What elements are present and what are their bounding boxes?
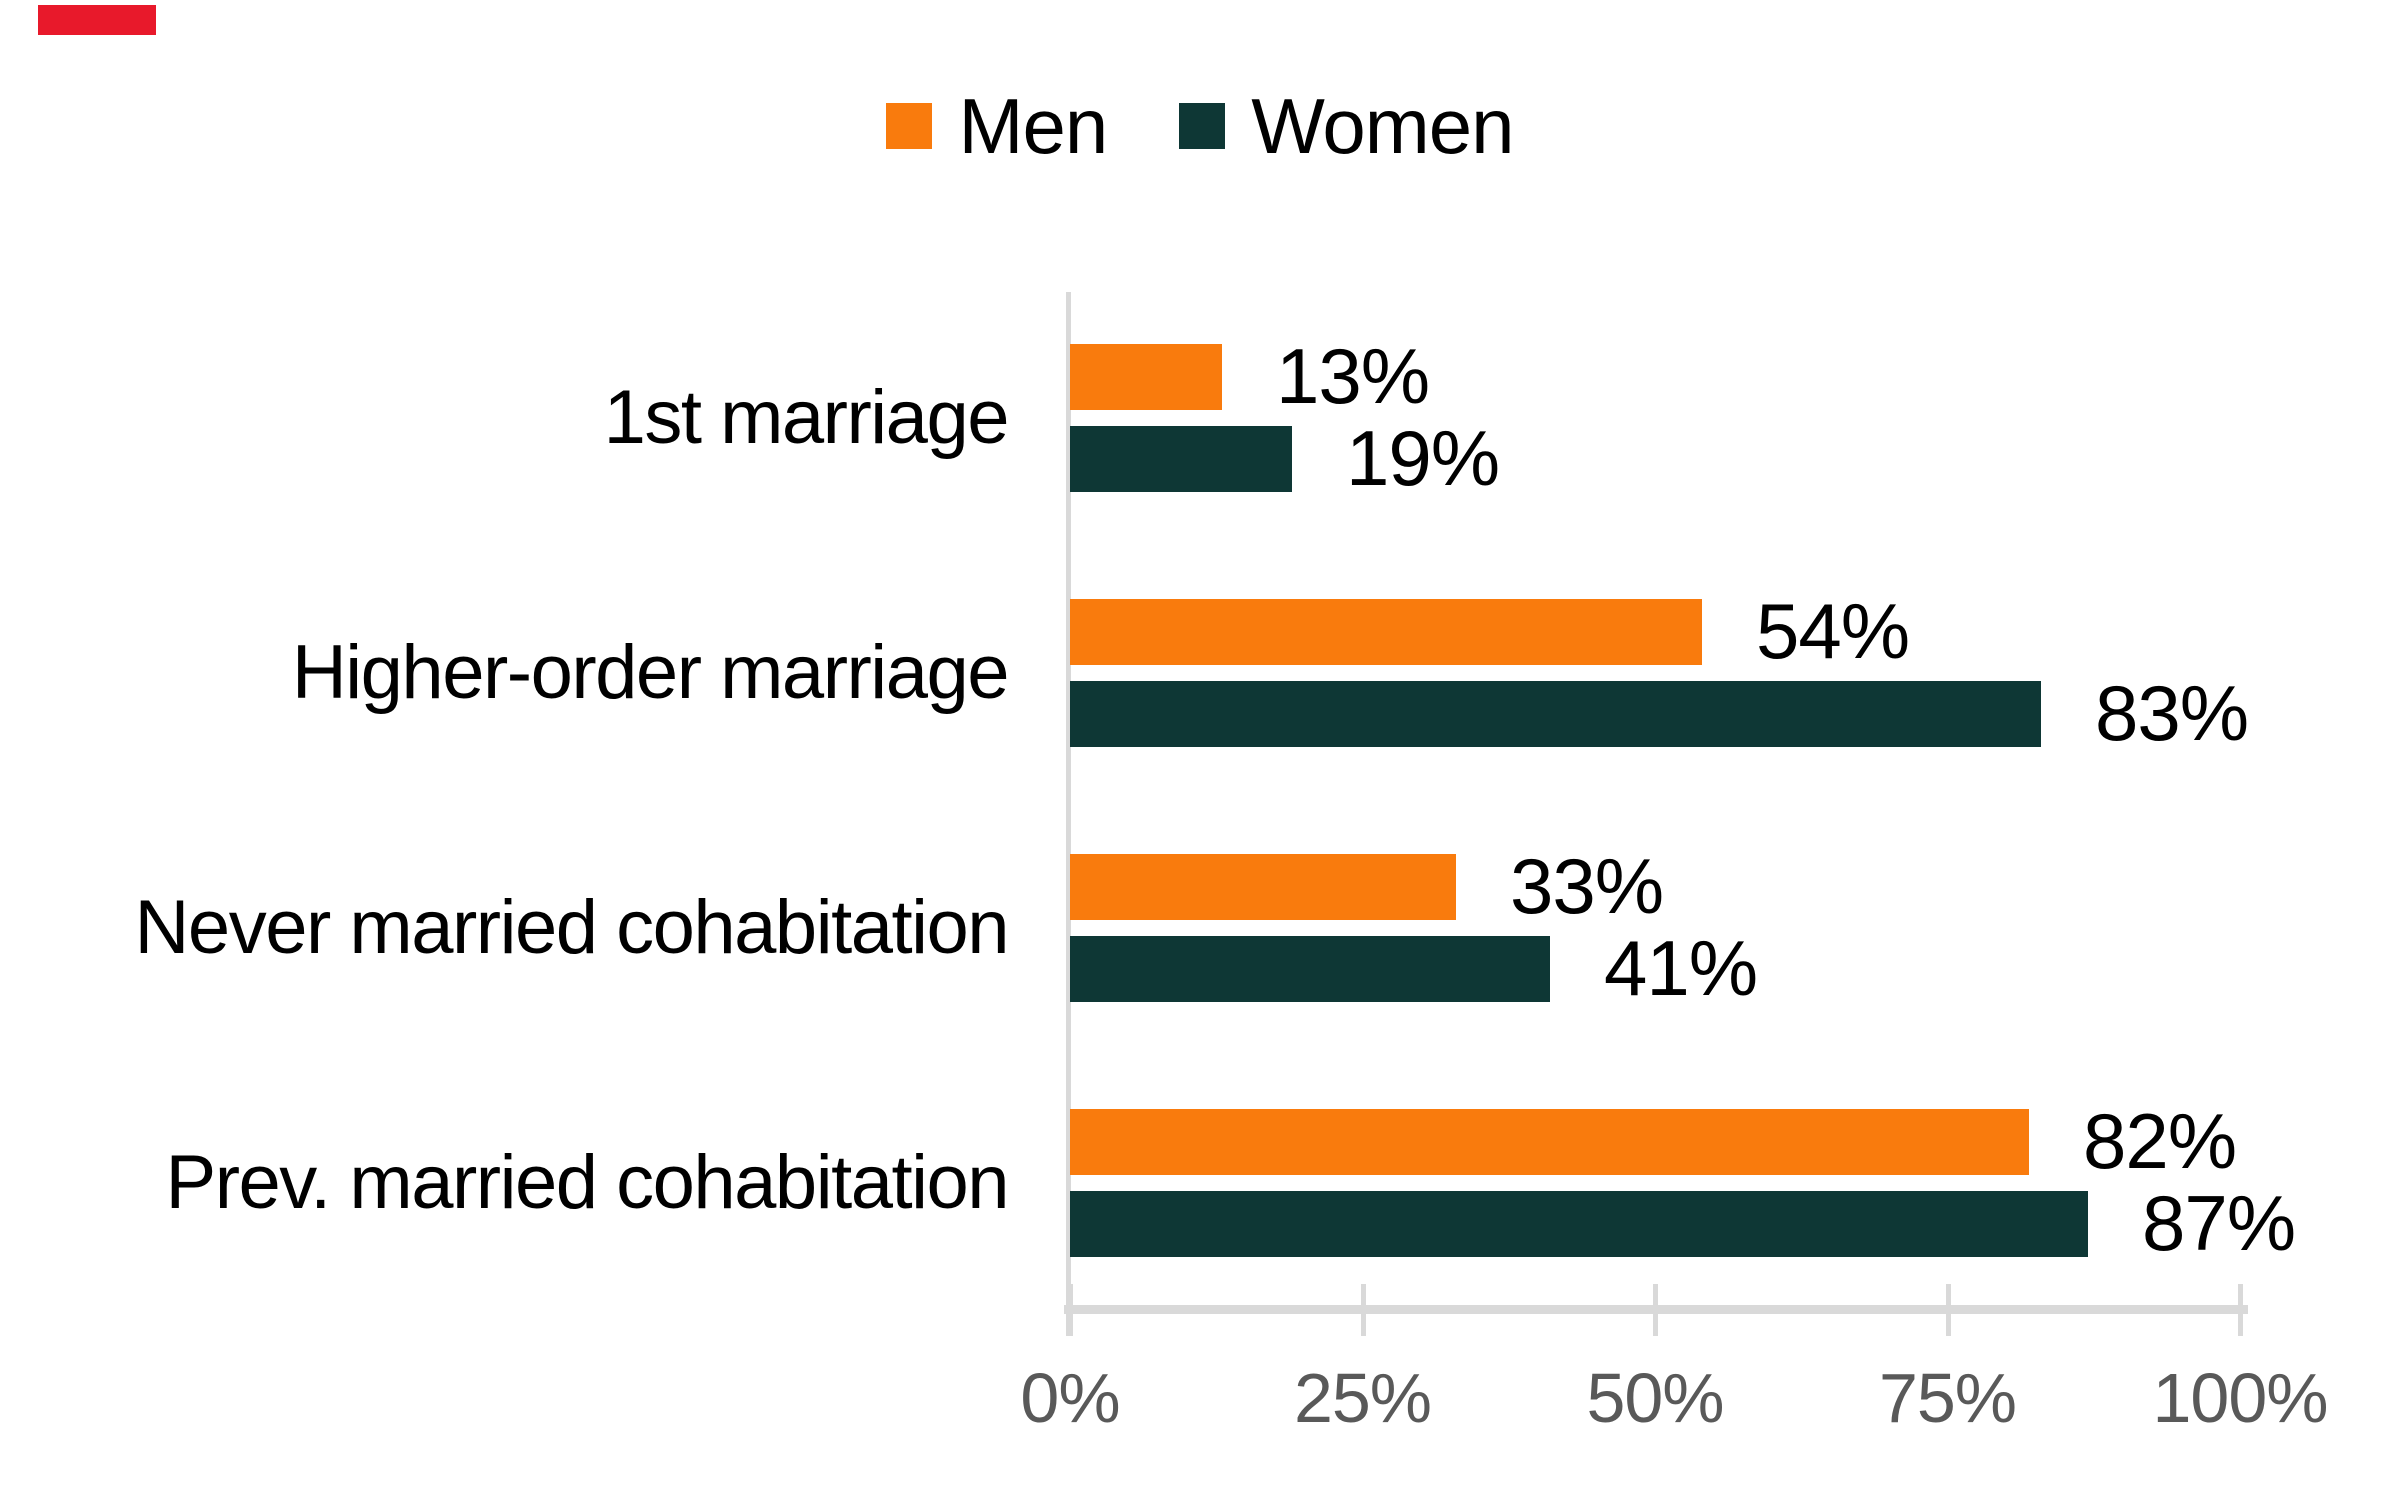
data-label-men-0: 13%	[1276, 332, 1430, 420]
x-tick-label: 75%	[1878, 1359, 2017, 1437]
legend-swatch-women	[1179, 103, 1226, 149]
legend-item-men: Men	[886, 82, 1108, 170]
category-label: Prev. married cohabitation	[165, 1140, 1010, 1225]
x-axis-tick	[2238, 1284, 2243, 1336]
data-label-men-2: 33%	[1510, 842, 1664, 930]
x-tick-label: 25%	[1293, 1359, 1432, 1437]
x-tick-label: 100%	[2152, 1359, 2328, 1437]
x-axis-tick	[1360, 1284, 1366, 1336]
bar-men-3	[1070, 1109, 2029, 1175]
bar-women-3	[1070, 1191, 2088, 1257]
data-label-women-0: 19%	[1346, 414, 1500, 502]
category-label: 1st marriage	[603, 375, 1010, 460]
legend-label-women: Women	[1251, 82, 1514, 170]
bar-women-0	[1070, 426, 1292, 492]
bar-women-1	[1070, 681, 2041, 747]
x-axis-tick	[1653, 1284, 1658, 1336]
red-accent-bar	[38, 5, 156, 35]
data-label-women-3: 87%	[2142, 1179, 2296, 1267]
legend-label-men: Men	[958, 82, 1108, 170]
data-label-men-3: 82%	[2083, 1097, 2237, 1185]
legend-swatch-men	[886, 103, 933, 149]
x-axis-tick	[1945, 1284, 1951, 1336]
bar-men-2	[1070, 854, 1456, 920]
y-axis-line	[1066, 292, 1071, 1336]
category-label: Never married cohabitation	[134, 885, 1010, 970]
bar-men-1	[1070, 599, 1702, 665]
category-label: Higher-order marriage	[291, 630, 1010, 715]
x-tick-label: 50%	[1586, 1359, 1724, 1437]
x-axis-tick	[1068, 1284, 1073, 1336]
data-label-women-2: 41%	[1604, 924, 1758, 1012]
bar-women-2	[1070, 936, 1550, 1002]
chart-legend: Men Women	[0, 82, 2400, 170]
bar-men-0	[1070, 344, 1222, 410]
legend-item-women: Women	[1179, 82, 1515, 170]
x-tick-label: 0%	[1020, 1359, 1120, 1437]
data-label-men-1: 54%	[1756, 587, 1910, 675]
data-label-women-1: 83%	[2095, 669, 2249, 757]
